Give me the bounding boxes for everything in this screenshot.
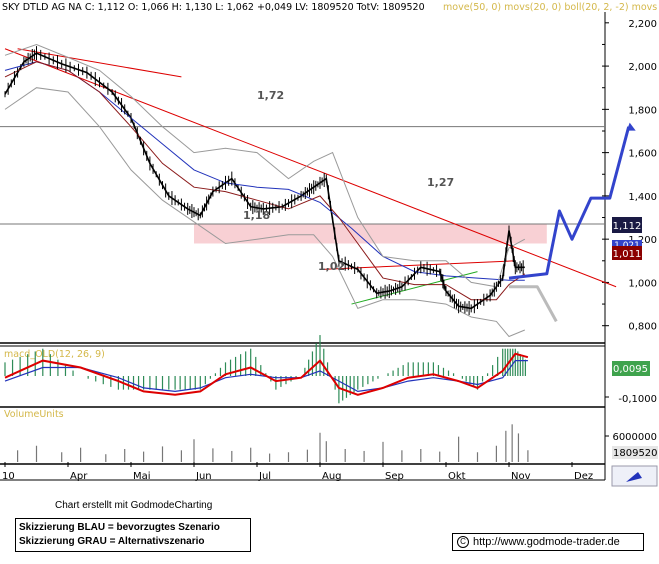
volume-title: VolumeUnits [4, 409, 64, 420]
level-b-badge [612, 240, 642, 248]
time-axis-label: Okt [448, 471, 466, 482]
macd-line [4, 352, 529, 396]
price-tick-label: 1,800 [628, 105, 657, 116]
chart-canvas: SKY DTLD AG NA C: 1,112 O: 1,066 H: 1,13… [0, 2, 658, 487]
price-tick-label: 1,200 [628, 235, 657, 246]
time-axis-label: Aug [322, 471, 342, 482]
macd-tick-label: -0,1000 [618, 394, 657, 405]
url-link[interactable]: http://www.godmode-trader.de [473, 536, 620, 548]
legend-gray-label: Skizzierung GRAU = Alternativszenario [19, 536, 205, 547]
scenario-blue-arrowhead [626, 122, 636, 131]
time-axis-label: Jul [258, 471, 271, 482]
time-axis-label: Sep [385, 471, 404, 482]
last-price-badge [612, 217, 642, 233]
price-tick-label: 2,000 [628, 62, 657, 73]
price-tick-label: 0,800 [628, 322, 657, 333]
red-short-trendline [17, 48, 182, 78]
time-axis-label: Nov [511, 471, 531, 482]
macd-title: macd_OLD(12, 26, 9) [4, 349, 105, 360]
red-downtrend-line [4, 48, 617, 288]
red-support-line [319, 260, 516, 270]
time-axis-label: Apr [70, 471, 88, 482]
scenario-blue-path [508, 126, 631, 280]
time-axis-label: 10 [2, 471, 15, 482]
chart-credit: Chart erstellt mit GodmodeCharting [55, 500, 213, 511]
series-sma20 [4, 61, 526, 301]
level-172-label: 1,72 [257, 89, 284, 102]
volume-value-badge [612, 446, 658, 459]
time-axis-label: Jun [195, 471, 212, 482]
volume-tick-label: 6000000 [612, 432, 657, 443]
chart-nav-icon [626, 472, 642, 482]
scenario-gray-path [509, 285, 558, 323]
header-ohlc: SKY DTLD AG NA C: 1,112 O: 1,066 H: 1,13… [2, 2, 425, 13]
series-boll_upper [4, 43, 526, 288]
level-127-label: 1,27 [427, 176, 454, 189]
series-boll_lower [4, 87, 525, 338]
copyright-icon: C [457, 536, 469, 549]
macd-value-badge [612, 361, 650, 376]
price-tick-label: 1,400 [628, 192, 657, 203]
level-102-label: 1,02 [318, 260, 345, 273]
time-axis-label: Dez [574, 471, 593, 482]
legend-box: Skizzierung BLAU = bevorzugtes Szenario … [15, 518, 251, 552]
level-a-badge [612, 246, 642, 260]
volume-value-label: 1809520 [613, 448, 658, 459]
price-tick-label: 1,600 [628, 149, 657, 160]
time-axis-label: Mai [133, 471, 151, 482]
header-indicators: move(50, 0) movs(20, 0) boll(20, 2, -2) … [443, 2, 657, 13]
level-118-label: 1,18 [243, 209, 270, 222]
price-tick-label: 2,200 [628, 19, 657, 30]
price-tick-label: 1,000 [628, 278, 657, 289]
last-price-label: 1,112 [613, 221, 642, 232]
level-a-label: 1,011 [613, 249, 642, 260]
legend-blue-label: Skizzierung BLAU = bevorzugtes Szenario [19, 522, 220, 533]
resistance-zone [194, 224, 547, 244]
macd-value-label: 0,0095 [613, 364, 648, 375]
macd-signal-line [4, 360, 528, 393]
